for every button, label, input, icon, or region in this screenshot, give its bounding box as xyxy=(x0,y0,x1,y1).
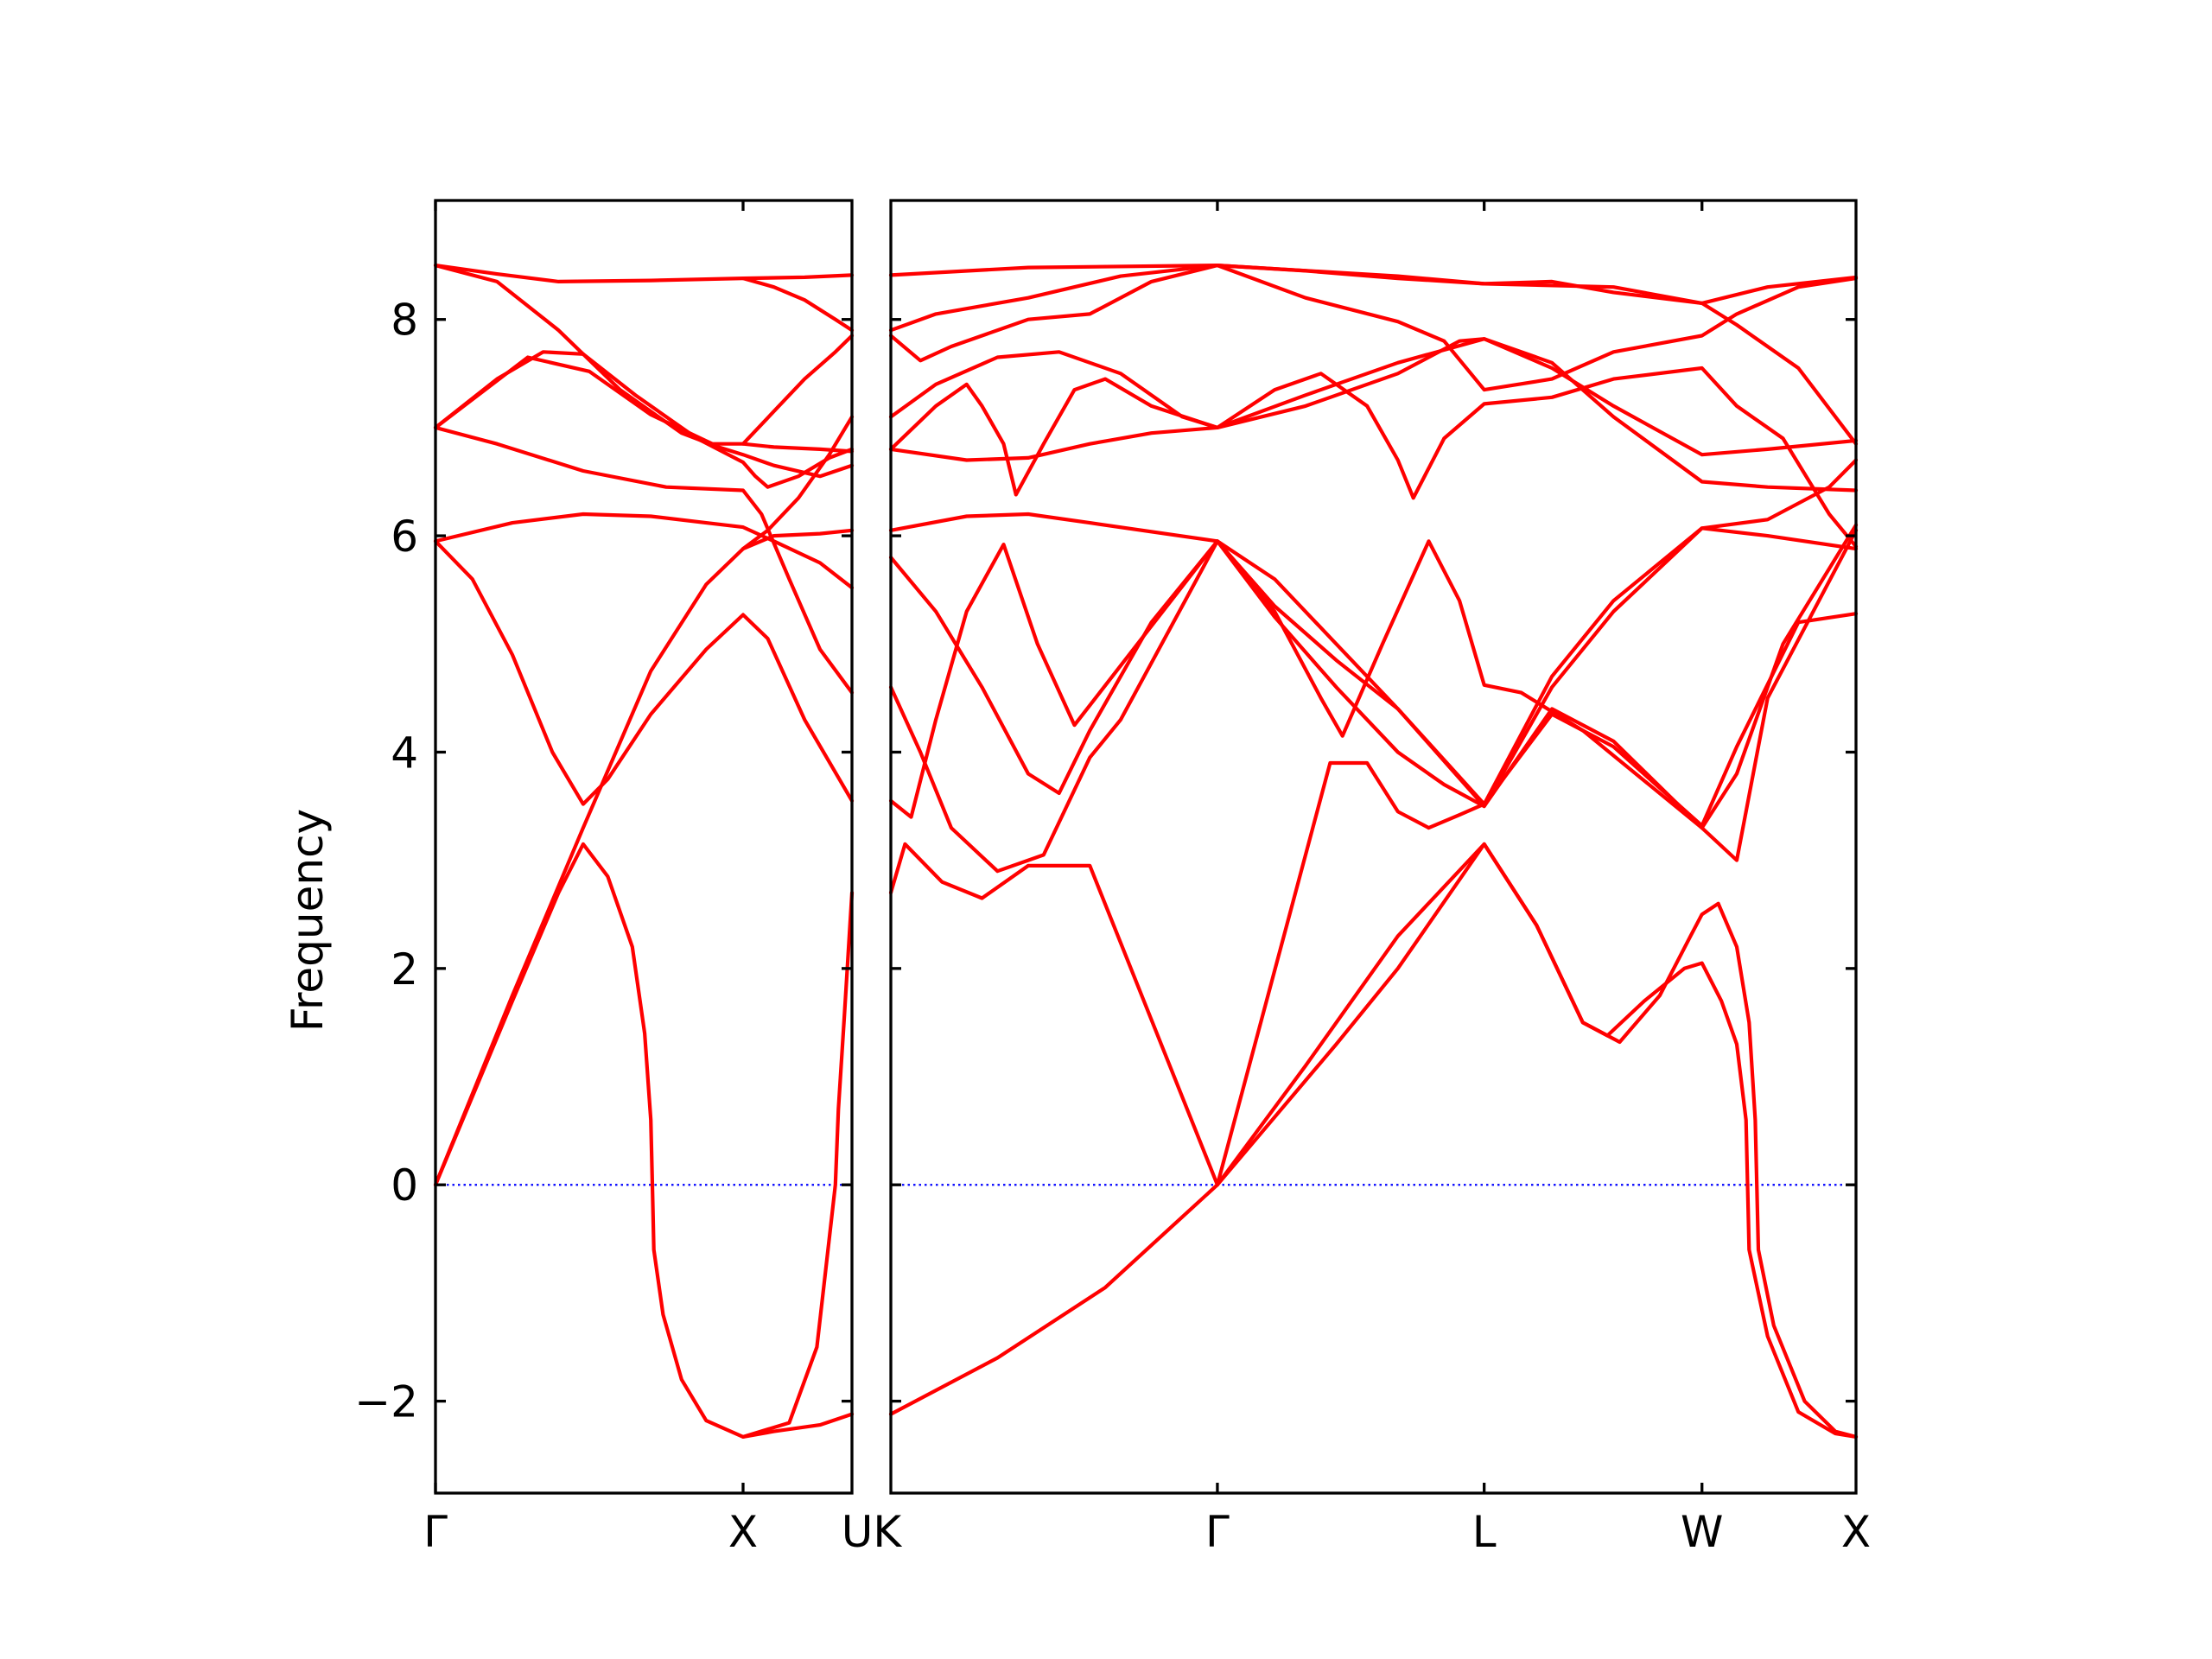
band-line xyxy=(433,539,855,806)
panel-frame xyxy=(889,199,1858,1495)
band-line xyxy=(888,612,1859,1187)
band-line xyxy=(433,528,855,1187)
band-line xyxy=(741,891,855,1439)
x-tick-label: UK xyxy=(842,1507,903,1557)
band-line xyxy=(433,264,855,283)
x-tick-label: Γ xyxy=(1205,1507,1230,1557)
band-line xyxy=(1215,842,1859,1439)
y-tick-label: 4 xyxy=(391,728,418,778)
band-line xyxy=(888,528,1859,862)
panel-frame xyxy=(434,199,854,1495)
y-tick-label: 0 xyxy=(391,1160,418,1211)
band-line xyxy=(741,415,855,551)
panel-2 xyxy=(888,199,1859,1495)
band-line xyxy=(741,334,855,446)
band-line xyxy=(1215,842,1859,1439)
band-line xyxy=(433,425,855,695)
x-tick-label: W xyxy=(1681,1507,1723,1557)
panel-1 xyxy=(433,199,855,1495)
y-tick-label: 2 xyxy=(391,944,418,995)
band-line xyxy=(433,512,855,590)
y-tick-label: 8 xyxy=(391,296,418,346)
y-tick-labels: −2 0 2 4 6 8 xyxy=(354,296,418,1427)
band-line xyxy=(888,1183,1219,1416)
x-tick-labels: Γ X UK Γ L W X xyxy=(423,1507,1871,1557)
band-line xyxy=(888,523,1859,874)
y-tick-label: 6 xyxy=(391,512,418,562)
band-line xyxy=(888,337,1859,462)
band-line xyxy=(888,264,1859,305)
band-line xyxy=(741,276,855,333)
y-tick-label: −2 xyxy=(354,1377,418,1427)
band-line xyxy=(888,365,1859,549)
band-line xyxy=(433,842,855,1439)
x-tick-label: X xyxy=(1841,1507,1871,1557)
band-line xyxy=(433,264,855,479)
y-axis-label: Frequency xyxy=(283,809,333,1032)
band-line xyxy=(433,350,855,489)
band-line xyxy=(888,458,1859,806)
x-tick-label: Γ xyxy=(423,1507,448,1557)
band-line xyxy=(888,526,1859,809)
band-line xyxy=(888,264,1859,392)
x-tick-label: X xyxy=(728,1507,758,1557)
plot-panels: −2 0 2 4 6 8 Γ X UK Γ L W X xyxy=(354,199,1871,1557)
x-tick-label: L xyxy=(1472,1507,1497,1557)
band-line xyxy=(888,337,1859,493)
